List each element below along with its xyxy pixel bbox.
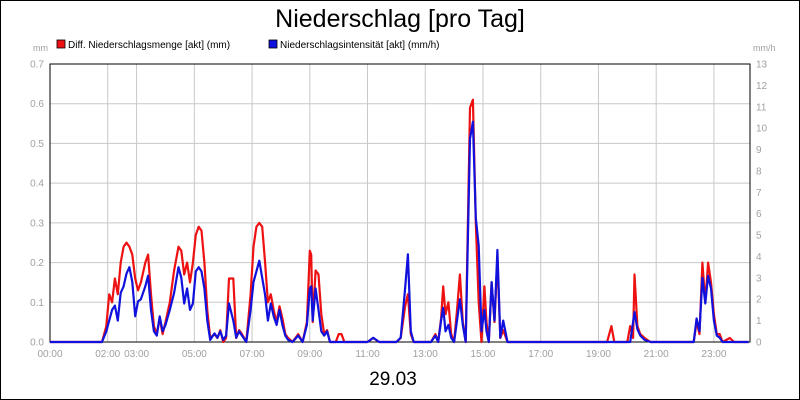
chart-title: Niederschlag [pro Tag] [275,5,525,33]
legend: Diff. Niederschlagsmenge [akt] (mm) Nied… [56,39,440,51]
right-tick-label: 4 [756,252,762,263]
right-tick-label: 5 [756,231,762,242]
right-tick-label: 11 [756,102,767,113]
x-tick-label: 13:00 [413,349,438,360]
x-tick-label: 23:00 [701,349,726,360]
x-tick-label: 11:00 [355,349,380,360]
x-tick-label: 02:00 [95,349,120,360]
series-line-amount [50,98,749,344]
series-line-intensity [50,120,749,344]
left-tick-label: 0.6 [30,99,44,110]
x-tick-label: 03:00 [124,349,149,360]
left-axis-unit: mm [33,43,48,53]
right-tick-label: 9 [756,145,762,156]
x-tick-label: 21:00 [644,349,669,360]
right-tick-label: 1 [756,316,762,327]
right-tick-label: 7 [756,188,762,199]
left-tick-label: 0.1 [30,298,44,309]
x-tick-label: 07:00 [240,349,265,360]
x-tick-label: 09:00 [297,349,322,360]
right-tick-label: 3 [756,273,762,284]
plot-area-border [49,63,751,343]
x-tick-label: 05:00 [182,349,207,360]
right-axis-unit: mm/h [753,43,776,53]
x-tick-label: 17:00 [528,349,553,360]
right-tick-label: 8 [756,166,762,177]
left-tick-label: 0.4 [30,179,44,190]
right-tick-label: 12 [756,81,768,92]
left-tick-label: 0.5 [30,139,44,150]
grid [49,63,750,343]
left-tick-label: 0.0 [30,338,44,349]
left-axis-ticks: 0.0 0.1 0.2 0.3 0.4 0.5 0.6 0.7 [30,60,44,349]
right-tick-label: 2 [756,295,762,306]
date-label: 29.03 [369,369,417,390]
x-tick-label: 19:00 [586,349,611,360]
left-tick-label: 0.3 [30,218,44,229]
left-tick-label: 0.7 [30,60,44,71]
right-tick-label: 6 [756,209,762,220]
legend-swatch-intensity [268,39,278,49]
x-tick-label: 15:00 [470,349,495,360]
x-axis-ticks: 00:00 02:00 03:00 05:00 07:00 09:00 11:00 13:00… [37,349,726,360]
x-tick-label: 00:00 [37,349,62,360]
legend-label-intensity: Niederschlagsintensität [akt] (mm/h) [280,40,440,51]
legend-swatch-amount [56,39,66,49]
right-tick-label: 0 [756,338,762,349]
right-tick-label: 10 [756,124,768,135]
legend-label-amount: Diff. Niederschlagsmenge [akt] (mm) [68,40,230,51]
left-tick-label: 0.2 [30,258,44,269]
right-tick-label: 13 [756,60,768,71]
